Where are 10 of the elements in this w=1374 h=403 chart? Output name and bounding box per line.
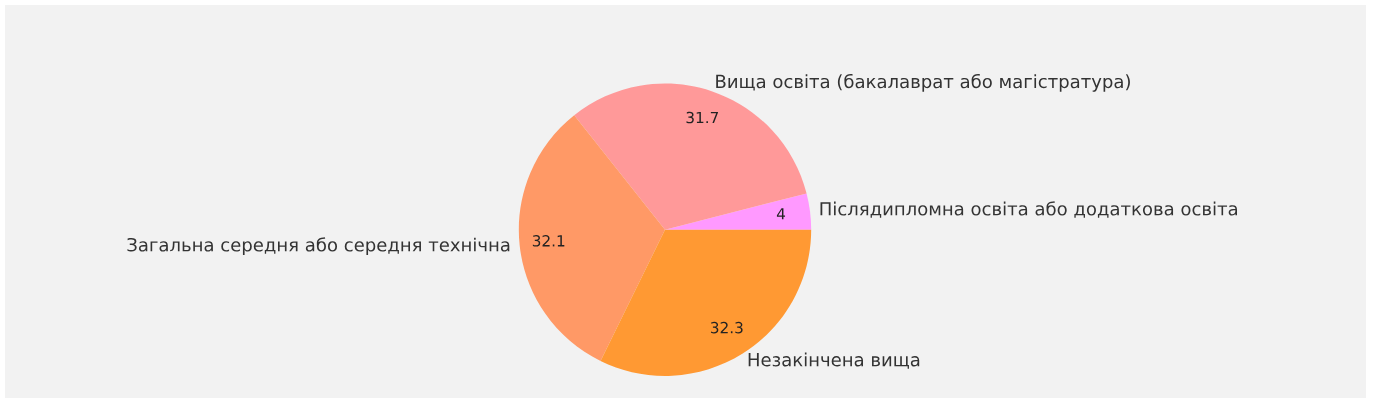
slice-label: Загальна середня або середня технічна xyxy=(127,237,510,256)
data-label: 4 xyxy=(776,208,786,220)
data-label: 31.7 xyxy=(686,111,719,124)
slice-label: Незакінчена вища xyxy=(748,352,920,369)
pie-slice xyxy=(518,115,665,361)
data-label: 32.3 xyxy=(710,321,743,334)
data-label: 32.1 xyxy=(532,235,565,247)
slice-label: Післядипломна освіта або додаткова освіта xyxy=(820,201,1238,218)
pie-slice xyxy=(665,193,812,230)
slice-label: Вища освіта (бакалаврат або магістратура) xyxy=(716,73,1130,92)
